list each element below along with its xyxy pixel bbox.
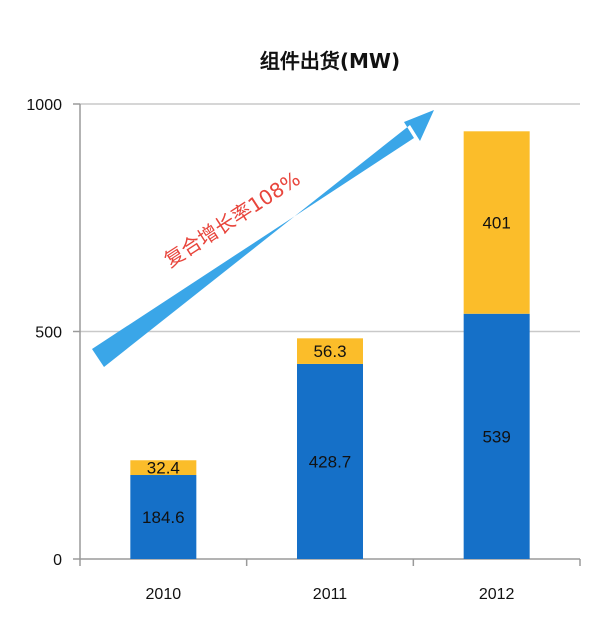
bars	[130, 131, 530, 559]
y-tick-label: 500	[35, 325, 62, 342]
data-labels: 184.6 32.4 428.7 56.3 539 401	[142, 214, 511, 527]
bar-value-label: 32.4	[147, 459, 180, 478]
y-tick-label: 0	[53, 552, 62, 569]
bar-segment	[463, 131, 530, 314]
bar-value-label: 56.3	[313, 342, 346, 361]
bar-segment	[297, 338, 363, 364]
bar-value-label: 428.7	[309, 452, 352, 471]
y-tick-label: 1000	[26, 97, 62, 114]
x-tick-label: 2011	[313, 586, 348, 603]
bar-segment	[463, 313, 530, 559]
growth-annotation: 复合增长率108%	[92, 110, 434, 367]
x-tick-label: 2012	[479, 586, 515, 603]
y-tick-labels: 0 500 1000	[26, 97, 62, 569]
chart-title: 组件出货(MW)	[260, 49, 400, 73]
bar-segment	[130, 460, 197, 476]
bar-value-label: 539	[482, 427, 510, 446]
bar-value-label: 184.6	[142, 508, 185, 527]
axes	[73, 103, 581, 566]
x-tick-labels: 2010 2011 2012	[146, 586, 515, 603]
bar-segment	[130, 475, 197, 559]
x-tick-label: 2010	[146, 586, 182, 603]
growth-arrow	[92, 110, 434, 367]
growth-rate-label: 复合增长率108%	[160, 166, 305, 272]
bar-segment	[297, 363, 363, 559]
bar-value-label: 401	[482, 214, 510, 233]
